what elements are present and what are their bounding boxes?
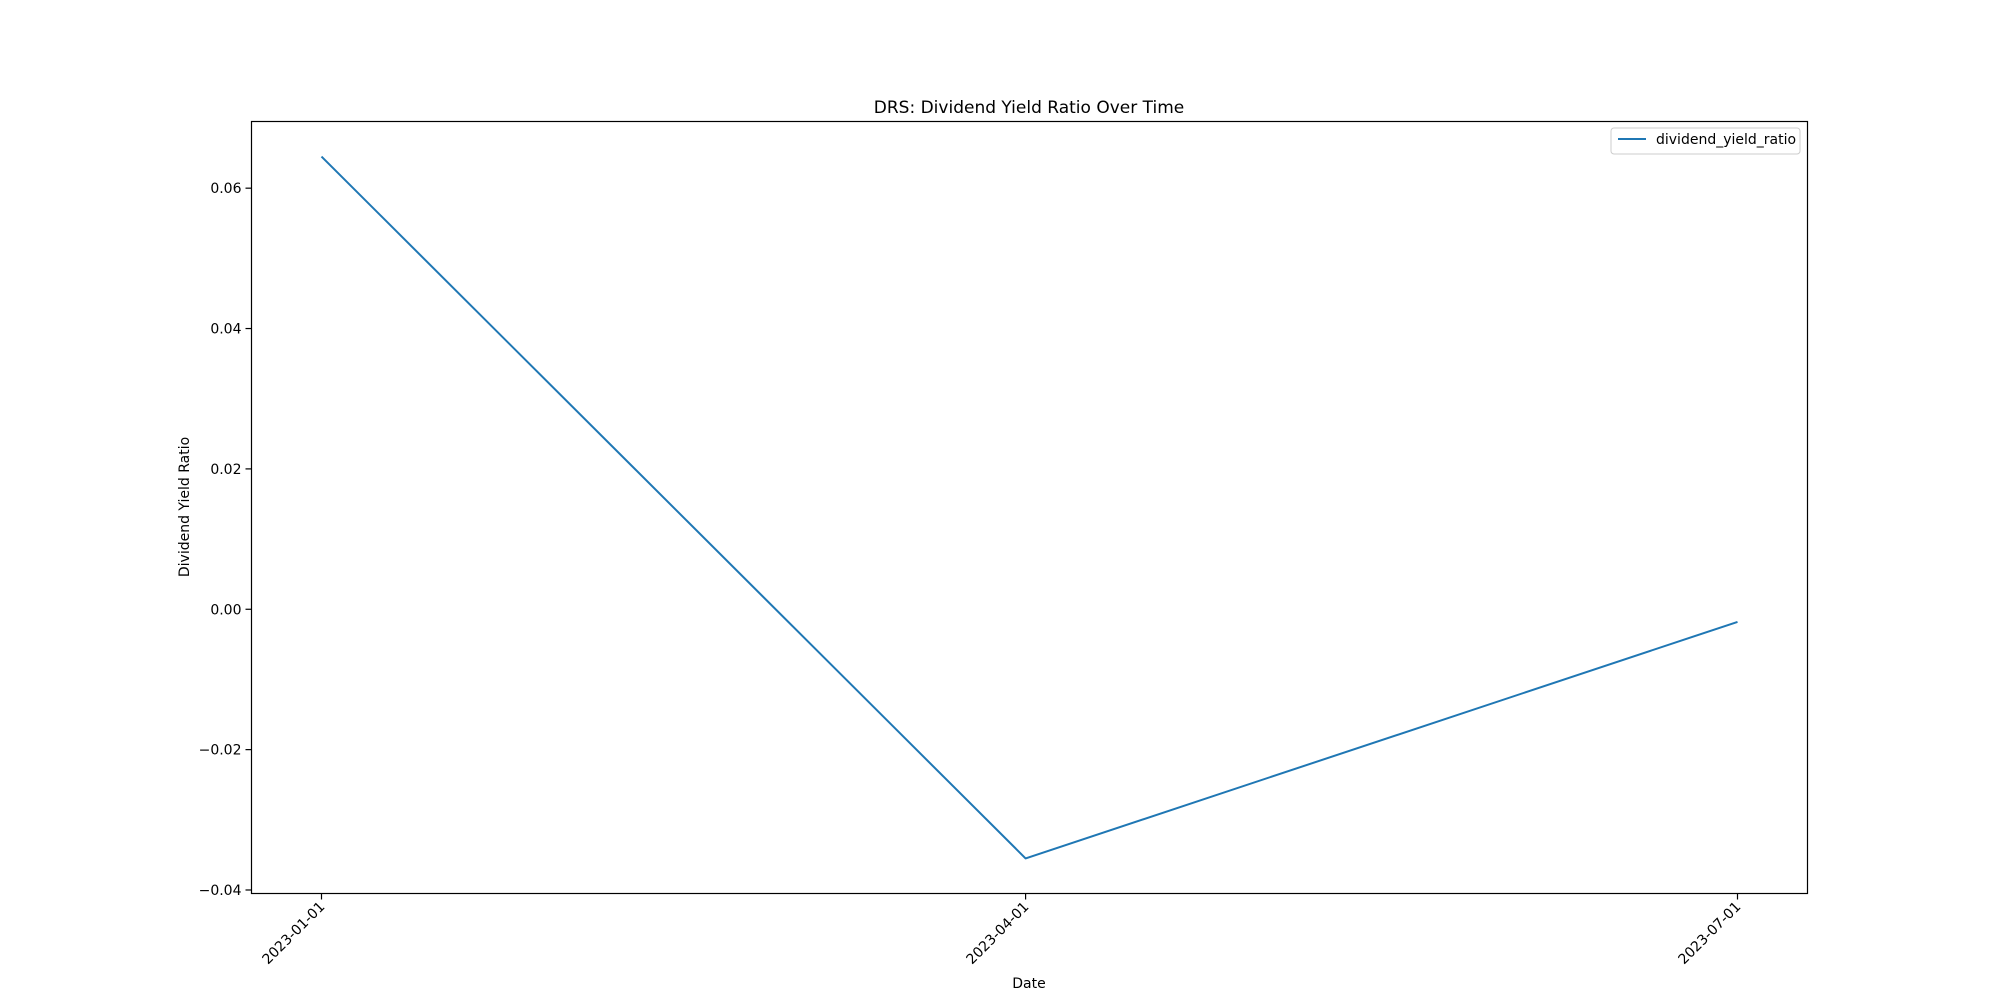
y-axis-label: Dividend Yield Ratio — [177, 437, 193, 577]
y-tick-label: 0.00 — [210, 602, 241, 618]
legend: dividend_yield_ratio — [1610, 127, 1801, 155]
legend-box — [1610, 127, 1801, 155]
y-tick-label: 0.04 — [210, 322, 241, 338]
series-layer — [320, 155, 1738, 860]
series-line-dividend-yield-ratio — [320, 155, 1738, 860]
plot-area-frame — [250, 120, 1809, 895]
x-axis-label: Date — [1012, 976, 1045, 992]
y-tick-label: 0.02 — [210, 462, 241, 478]
y-tick-label: −0.04 — [199, 883, 242, 899]
y-tick-label: 0.06 — [210, 181, 241, 197]
legend-label: dividend_yield_ratio — [1656, 132, 1796, 148]
y-tick-label: −0.02 — [199, 743, 242, 759]
chart-title: DRS: Dividend Yield Ratio Over Time — [874, 98, 1184, 118]
